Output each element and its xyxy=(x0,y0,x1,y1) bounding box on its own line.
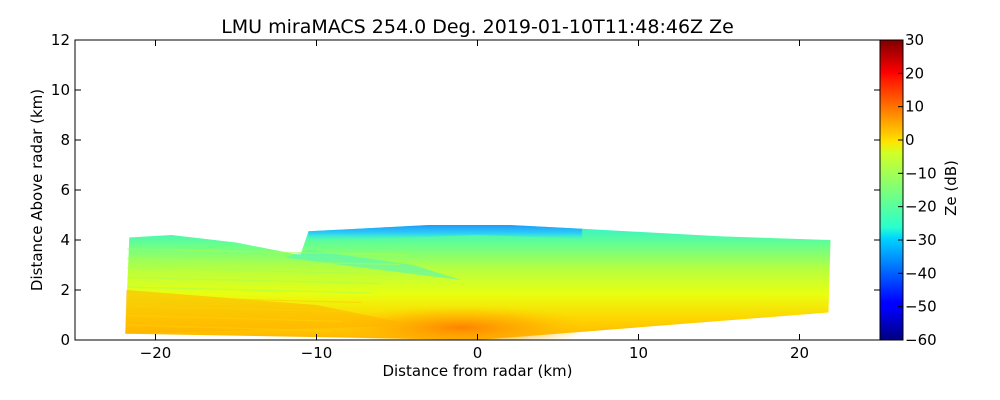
plot-area: −20 −10 0 10 20 0 2 4 6 8 10 12 xyxy=(51,31,881,362)
colorbar-ticks: 30 20 10 0 −10 −20 −30 −40 −50 −60 xyxy=(898,31,937,349)
x-tick-label: 20 xyxy=(790,344,809,362)
beam-streak xyxy=(127,295,362,304)
beam-streak xyxy=(127,248,410,256)
left-low-band xyxy=(125,290,414,334)
colorbar-scale xyxy=(879,39,904,341)
colorbar-tick-label: −30 xyxy=(905,231,937,249)
colorbar-tick-label: −40 xyxy=(905,264,937,282)
y-tick-label: 2 xyxy=(60,281,70,299)
cloud-top-band xyxy=(308,225,583,242)
reflectivity-field xyxy=(125,225,831,340)
x-tick-label: 10 xyxy=(629,344,648,362)
colorbar: 30 20 10 0 −10 −20 −30 −40 −50 −60 xyxy=(879,31,937,349)
x-axis: −20 −10 0 10 20 xyxy=(140,40,809,362)
beam-streak xyxy=(127,314,343,323)
x-tick-label: −10 xyxy=(301,344,333,362)
cyan-streak xyxy=(284,250,462,280)
beam-streak xyxy=(127,286,372,294)
colorbar-tick-label: 20 xyxy=(905,64,924,82)
y-axis: 0 2 4 6 8 10 12 xyxy=(51,31,880,349)
colorbar-label: Ze (dB) xyxy=(942,160,960,216)
y-tick-label: 0 xyxy=(60,331,70,349)
beam-streak xyxy=(127,324,333,332)
beam-streak xyxy=(127,257,401,266)
x-tick-label: −20 xyxy=(140,344,172,362)
colorbar-tick-label: −60 xyxy=(905,331,937,349)
colorbar-tick-label: −20 xyxy=(905,198,937,216)
y-tick-label: 6 xyxy=(60,181,70,199)
y-tick-label: 12 xyxy=(51,31,70,49)
y-tick-label: 4 xyxy=(60,231,70,249)
y-tick-label: 10 xyxy=(51,81,70,99)
x-axis-label: Distance from radar (km) xyxy=(382,362,572,380)
reflectivity-core xyxy=(331,305,592,340)
chart-title: LMU miraMACS 254.0 Deg. 2019-01-10T11:48… xyxy=(221,16,734,38)
x-tick-label: 0 xyxy=(473,344,483,362)
beam-streak xyxy=(127,276,381,285)
beam-streak xyxy=(127,267,391,275)
beam-streak xyxy=(127,305,352,313)
colorbar-tick-label: 0 xyxy=(905,131,915,149)
colorbar-tick-label: −50 xyxy=(905,298,937,316)
colorbar-tick-label: −10 xyxy=(905,164,937,182)
y-tick-label: 8 xyxy=(60,131,70,149)
y-axis-label: Distance Above radar (km) xyxy=(28,89,46,291)
colorbar-tick-label: 30 xyxy=(905,31,924,49)
colorbar-tick-label: 10 xyxy=(905,98,924,116)
